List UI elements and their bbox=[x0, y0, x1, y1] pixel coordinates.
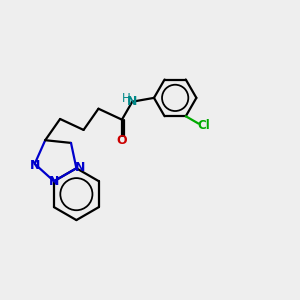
Text: H: H bbox=[122, 92, 130, 105]
Text: O: O bbox=[117, 134, 127, 147]
Text: N: N bbox=[127, 94, 137, 108]
Text: N: N bbox=[75, 161, 86, 174]
Text: Cl: Cl bbox=[197, 118, 210, 132]
Text: N: N bbox=[29, 159, 40, 172]
Text: N: N bbox=[49, 175, 59, 188]
